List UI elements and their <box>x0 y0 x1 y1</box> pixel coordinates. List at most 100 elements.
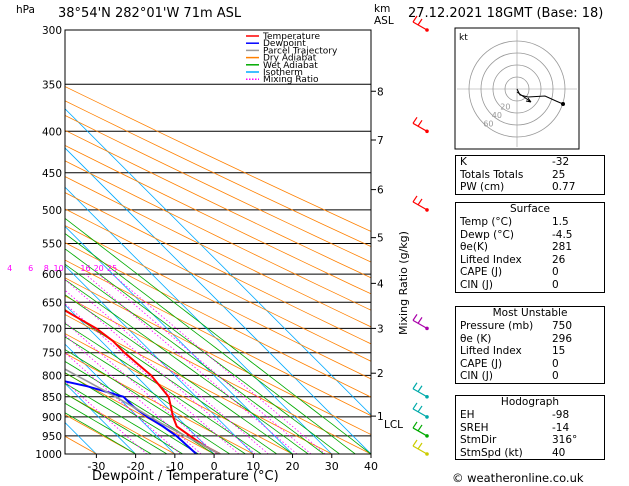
wet-adiabat-line <box>65 382 183 454</box>
pressure-tick-label: 900 <box>42 412 62 424</box>
most-unstable-row: CAPE (J) 0 <box>456 358 604 371</box>
dry-adiabat-line <box>65 100 371 248</box>
pressure-tick-label: 650 <box>42 297 62 309</box>
series-temperature <box>65 309 221 454</box>
isotherm-line <box>65 343 176 454</box>
wet-adiabat-line <box>65 323 262 454</box>
stability-value: 25 <box>552 168 566 181</box>
series-dewpoint <box>65 380 198 454</box>
wind-barb <box>412 408 428 418</box>
height-tick-label: 1 <box>377 411 384 423</box>
stability-row: Totals Totals 25 <box>456 169 604 182</box>
dry-adiabat-line <box>65 176 371 328</box>
wet-adiabat-line <box>65 294 293 454</box>
surface-value: -4.5 <box>552 228 573 241</box>
dry-adiabat-line <box>65 242 371 398</box>
storm-motion-arrow <box>516 91 532 103</box>
dry-adiabat-line <box>65 225 371 380</box>
height-tick-label: 7 <box>377 135 384 147</box>
mixing-ratio-line <box>65 334 202 454</box>
height-tick-label: 4 <box>377 278 384 290</box>
hodograph-label: StmDir <box>460 434 497 447</box>
pressure-tick-label: 500 <box>42 205 62 217</box>
wet-adiabat-line <box>65 349 231 454</box>
mixing-ratio-line <box>65 303 240 454</box>
wet-adiabat-line <box>65 372 199 454</box>
x-tick-label: 20 <box>286 460 300 473</box>
wind-barb <box>412 21 428 31</box>
mixing-ratio-label: 4 <box>7 264 12 273</box>
mixing-ratio-label: 16 <box>80 264 90 273</box>
x-tick-label: 0 <box>211 460 218 473</box>
surface-label: Dewp (°C) <box>460 228 514 241</box>
wind-barb-flag <box>417 317 423 324</box>
hodograph-table: Hodograph EH -98 SREH -14 StmDir 316° StmSpd (… <box>455 395 605 461</box>
wind-barb-dot <box>425 415 429 419</box>
wet-adiabat-line <box>65 336 246 454</box>
wind-barb-flag <box>417 405 423 413</box>
surface-table: Surface Temp (°C) 1.5 Dewp (°C) -4.5 θe(K) 28… <box>455 202 605 293</box>
hodograph-unit: kt <box>459 33 468 43</box>
dry-adiabat-line <box>65 160 371 311</box>
surface-row: θe(K) 281 <box>456 241 604 254</box>
hodograph-value: -98 <box>552 409 570 421</box>
most-unstable-label: CIN (J) <box>460 370 493 383</box>
surface-title: Surface <box>509 203 550 215</box>
legend-entry: Dewpoint <box>263 39 306 49</box>
dry-adiabat-line <box>65 114 371 263</box>
pressure-tick-label: 950 <box>42 431 62 443</box>
isotherm-line <box>65 265 254 454</box>
wind-barb-dot <box>425 434 429 438</box>
mixing-ratio-label: 10 <box>54 264 64 273</box>
most-unstable-value: 0 <box>552 370 559 383</box>
surface-value: 0 <box>552 266 559 279</box>
hodograph-value: 40 <box>552 446 566 459</box>
mixing-ratio-line <box>111 273 326 454</box>
legend-entry: Temperature <box>262 32 320 42</box>
stability-value: 0.77 <box>552 181 576 194</box>
wind-barb-dot <box>425 129 429 134</box>
stability-row: PW (cm) 0.77 <box>456 181 604 194</box>
hodograph-row: StmDir 316° <box>456 434 604 447</box>
pressure-tick-label: 850 <box>42 392 62 404</box>
pressure-tick-label: 1000 <box>35 449 62 461</box>
surface-row: CIN (J) 0 <box>456 279 604 292</box>
hodograph-ring-label: 40 <box>492 111 502 120</box>
legend-entry: Parcel Trajectory <box>263 46 338 56</box>
mixing-ratio-line <box>65 352 181 454</box>
most-unstable-row: Lifted Index 15 <box>456 345 604 358</box>
dry-adiabat-line <box>65 414 136 454</box>
wind-barb <box>412 427 428 437</box>
wind-barb-flag <box>412 439 418 447</box>
wind-barb-dot <box>425 452 429 456</box>
hodograph-table-title: Hodograph <box>500 396 560 408</box>
wind-barb-dot <box>425 326 429 331</box>
wind-barb-dot <box>425 208 429 212</box>
x-tick-label: -20 <box>127 460 145 473</box>
surface-label: CIN (J) <box>460 278 493 291</box>
height-tick-label: 3 <box>377 323 384 335</box>
wind-barb-dot <box>425 394 429 399</box>
hodograph-label: StmSpd (kt) <box>460 446 523 459</box>
surface-row: Lifted Index 26 <box>456 254 604 267</box>
height-tick-label: 6 <box>377 185 384 197</box>
wind-barb-flag <box>412 402 418 410</box>
dry-adiabat-line <box>65 259 371 417</box>
wind-barb-dot <box>425 28 429 32</box>
pressure-unit-label: hPa <box>16 4 35 16</box>
most-unstable-title: Most Unstable <box>492 307 568 319</box>
wind-barb-flag <box>417 424 423 432</box>
wind-barb-flag <box>417 442 423 450</box>
dry-adiabat-line <box>65 372 215 454</box>
surface-label: Temp (°C) <box>460 216 513 228</box>
isotherm-line <box>65 186 333 454</box>
height-unit-km: km <box>374 3 391 15</box>
hodograph-ring-label: 60 <box>483 120 493 129</box>
wind-barb <box>412 445 428 455</box>
mixing-ratio-axis-title: Mixing Ratio (g/kg) <box>397 231 410 335</box>
dry-adiabat-line <box>65 277 371 436</box>
mixing-ratio-line <box>98 273 312 454</box>
most-unstable-value: 296 <box>552 332 573 345</box>
dry-adiabat-line <box>65 333 293 454</box>
